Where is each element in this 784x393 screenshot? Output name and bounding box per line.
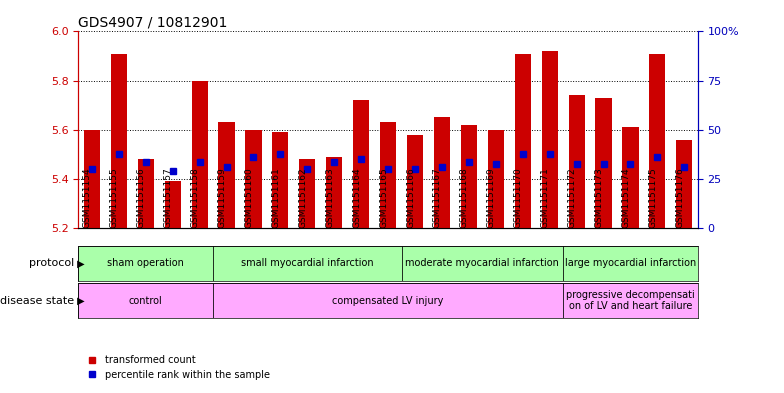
- Bar: [380, 122, 396, 228]
- Bar: [138, 159, 154, 228]
- Bar: [542, 51, 557, 228]
- Text: GSM1151156: GSM1151156: [136, 167, 146, 228]
- Text: GSM1151165: GSM1151165: [379, 167, 388, 228]
- Text: GSM1151163: GSM1151163: [325, 167, 334, 228]
- Bar: [165, 181, 181, 228]
- Bar: [514, 53, 531, 228]
- Text: GSM1151162: GSM1151162: [298, 167, 307, 228]
- Bar: [563, 246, 698, 281]
- Text: GSM1151172: GSM1151172: [568, 167, 576, 228]
- Text: GSM1151155: GSM1151155: [110, 167, 119, 228]
- Text: small myocardial infarction: small myocardial infarction: [241, 258, 374, 268]
- Bar: [272, 132, 289, 228]
- Text: control: control: [129, 296, 162, 306]
- Text: GSM1151173: GSM1151173: [594, 167, 604, 228]
- Text: GDS4907 / 10812901: GDS4907 / 10812901: [78, 16, 228, 30]
- Bar: [245, 130, 262, 228]
- Text: GSM1151164: GSM1151164: [352, 167, 361, 228]
- Text: GSM1151171: GSM1151171: [541, 167, 550, 228]
- Text: ▶: ▶: [74, 258, 85, 268]
- Bar: [401, 246, 563, 281]
- Bar: [677, 140, 692, 228]
- Bar: [461, 125, 477, 228]
- Text: GSM1151174: GSM1151174: [622, 167, 630, 228]
- Text: compensated LV injury: compensated LV injury: [332, 296, 444, 306]
- Text: disease state: disease state: [0, 296, 74, 306]
- Bar: [488, 130, 504, 228]
- Text: sham operation: sham operation: [107, 258, 184, 268]
- Bar: [78, 246, 213, 281]
- Text: ▶: ▶: [74, 296, 85, 306]
- Bar: [78, 283, 213, 318]
- Text: GSM1151168: GSM1151168: [460, 167, 469, 228]
- Text: GSM1151167: GSM1151167: [433, 167, 442, 228]
- Bar: [84, 130, 100, 228]
- Bar: [111, 53, 127, 228]
- Text: GSM1151166: GSM1151166: [406, 167, 415, 228]
- Legend: transformed count, percentile rank within the sample: transformed count, percentile rank withi…: [83, 352, 274, 384]
- Text: GSM1151170: GSM1151170: [514, 167, 523, 228]
- Bar: [353, 100, 369, 228]
- Bar: [649, 53, 666, 228]
- Bar: [213, 246, 401, 281]
- Text: GSM1151176: GSM1151176: [675, 167, 684, 228]
- Bar: [568, 95, 585, 228]
- Text: GSM1151169: GSM1151169: [487, 167, 495, 228]
- Text: protocol: protocol: [29, 258, 74, 268]
- Text: large myocardial infarction: large myocardial infarction: [564, 258, 696, 268]
- Bar: [191, 81, 208, 228]
- Bar: [299, 159, 315, 228]
- Bar: [407, 135, 423, 228]
- Text: GSM1151160: GSM1151160: [245, 167, 253, 228]
- Text: progressive decompensati
on of LV and heart failure: progressive decompensati on of LV and he…: [566, 290, 695, 311]
- Bar: [213, 283, 563, 318]
- Bar: [434, 118, 450, 228]
- Text: GSM1151158: GSM1151158: [191, 167, 200, 228]
- Bar: [563, 283, 698, 318]
- Text: GSM1151154: GSM1151154: [83, 167, 92, 228]
- Bar: [326, 157, 343, 228]
- Bar: [595, 98, 612, 228]
- Text: GSM1151175: GSM1151175: [648, 167, 657, 228]
- Text: GSM1151159: GSM1151159: [217, 167, 227, 228]
- Text: GSM1151157: GSM1151157: [164, 167, 172, 228]
- Text: GSM1151161: GSM1151161: [271, 167, 281, 228]
- Bar: [622, 127, 638, 228]
- Bar: [219, 122, 234, 228]
- Text: moderate myocardial infarction: moderate myocardial infarction: [405, 258, 559, 268]
